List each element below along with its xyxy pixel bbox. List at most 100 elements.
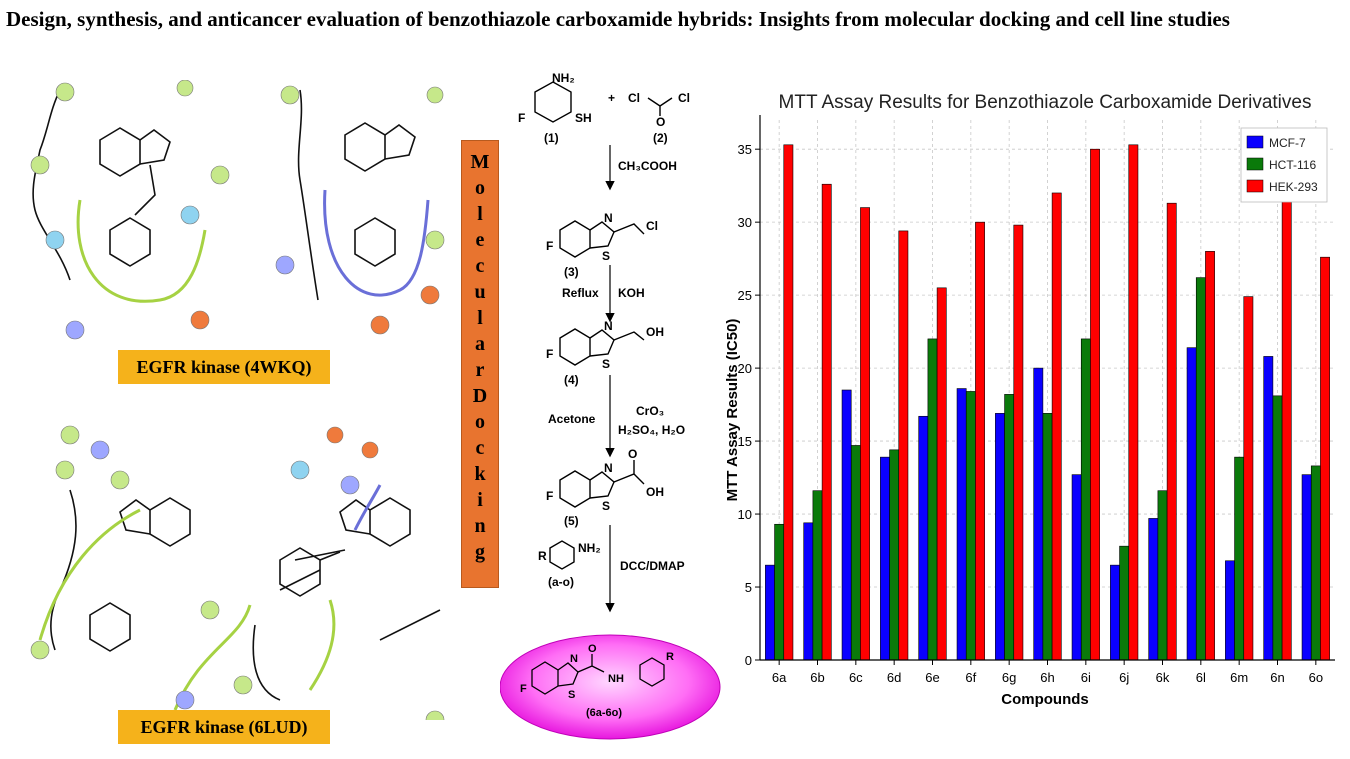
banner-letter: l	[477, 307, 483, 329]
bar-mcf-7-6i	[1071, 474, 1082, 661]
nitrogen-n-text-5: N	[604, 461, 613, 475]
bar-hct-116-6j	[1119, 545, 1130, 661]
bar-hct-116-6c	[850, 445, 861, 661]
docking-diagram-6lud	[30, 425, 445, 720]
banner-letter: D	[472, 385, 488, 407]
bar-mcf-7-6a	[765, 564, 775, 661]
hydroxyl-oh-text-4: OH	[646, 325, 664, 339]
x-tick-label: 6e	[925, 670, 939, 685]
bar-hek-293-6i	[1090, 148, 1100, 661]
bar-hek-293-6h	[1051, 192, 1062, 661]
amine-series-label: (a-o)	[548, 575, 574, 589]
product-nh-text: NH	[608, 673, 624, 685]
figure-title: Design, synthesis, and anticancer evalua…	[6, 7, 1230, 31]
y-tick-label: 10	[738, 507, 752, 522]
docking-panel: EGFR kinase (4WKQ)	[0, 80, 460, 759]
bar-mcf-7-6k	[1148, 518, 1159, 661]
y-tick-label: 0	[745, 653, 752, 668]
x-tick-label: 6m	[1230, 670, 1248, 685]
bar-mcf-7-6g	[995, 413, 1005, 661]
banner-letter: k	[474, 463, 486, 485]
fluoro-f-text-4: F	[546, 347, 553, 361]
chloro-cl-text-3: Cl	[646, 219, 658, 233]
x-tick-label: 6n	[1270, 670, 1284, 685]
bar-mcf-7-6d	[880, 456, 890, 661]
bar-hek-293-6g	[1013, 224, 1024, 661]
banner-letter: o	[475, 177, 485, 199]
nitrogen-n-text-4: N	[604, 319, 613, 333]
bar-mcf-7-6j	[1110, 564, 1120, 661]
compound-4-label: (4)	[564, 373, 579, 387]
mtt-assay-chart: MTT Assay Results for Benzothiazole Carb…	[724, 92, 1335, 708]
product-f-text: F	[520, 683, 527, 695]
nitrogen-n-text-3: N	[604, 211, 613, 225]
bar-hct-116-6i	[1080, 338, 1091, 661]
x-tick-label: 6d	[887, 670, 901, 685]
amine-nh2-text-2: NH₂	[578, 541, 601, 555]
compound-3-label: (3)	[564, 265, 579, 279]
legend-swatch-hek-293	[1246, 179, 1264, 193]
sulfur-s-text-3: S	[602, 249, 610, 263]
bar-hct-116-6o	[1310, 465, 1321, 661]
product-r-text: R	[666, 651, 674, 663]
chloro-cl-text-2: Cl	[678, 91, 690, 105]
reagent-reflux: Reflux	[562, 286, 599, 300]
y-tick-label: 30	[738, 215, 752, 230]
bar-hct-116-6l	[1195, 277, 1206, 661]
x-tick-label: 6h	[1040, 670, 1054, 685]
y-tick-label: 5	[745, 580, 752, 595]
banner-letter: g	[475, 541, 485, 563]
banner-letter: l	[477, 203, 483, 225]
reagent-h2so4-h2o: H₂SO₄, H₂O	[618, 423, 685, 437]
x-tick-label: 6l	[1196, 670, 1206, 685]
compound-5-label: (5)	[564, 514, 579, 528]
label-6lud: EGFR kinase (6LUD)	[118, 710, 330, 744]
y-tick-label: 35	[738, 142, 752, 157]
bar-hek-293-6m	[1243, 296, 1254, 661]
x-tick-label: 6i	[1081, 670, 1091, 685]
amine-nh2-text: NH₂	[552, 71, 575, 85]
y-tick-label: 20	[738, 361, 752, 376]
chart-xlabel: Compounds	[1001, 691, 1089, 708]
compound-2-label: (2)	[653, 131, 668, 145]
banner-letter: a	[475, 333, 485, 355]
bar-mcf-7-6o	[1301, 474, 1312, 661]
bar-hek-293-6k	[1166, 202, 1177, 661]
bar-mcf-7-6c	[841, 389, 852, 661]
bar-hek-293-6j	[1128, 144, 1139, 661]
chart-title: MTT Assay Results for Benzothiazole Carb…	[779, 92, 1312, 113]
bar-hek-293-6c	[860, 207, 870, 661]
banner-letter: r	[475, 359, 485, 381]
substituent-r-text-amine: R	[538, 549, 547, 563]
banner-letter: c	[475, 437, 485, 459]
sulfur-s-text-5: S	[602, 499, 610, 513]
product-n-text: N	[570, 653, 578, 665]
reagent-acetone: Acetone	[548, 412, 596, 426]
thiol-sh-text: SH	[575, 111, 592, 125]
reagent-acetic-acid: CH₃COOH	[618, 159, 677, 173]
reagent-cro3: CrO₃	[636, 404, 664, 418]
sulfur-s-text-4: S	[602, 357, 610, 371]
bar-hek-293-6d	[898, 230, 909, 661]
bar-mcf-7-6e	[918, 415, 929, 661]
product-series-label: (6a-6o)	[586, 707, 622, 719]
reagent-koh: KOH	[618, 286, 645, 300]
bar-hct-116-6b	[812, 490, 823, 661]
carboxyl-o-text-5: O	[628, 447, 637, 461]
product-ellipse	[500, 634, 721, 740]
product-s-text: S	[568, 689, 575, 701]
y-tick-label: 15	[738, 434, 752, 449]
bar-hct-116-6e	[927, 338, 938, 661]
bar-hct-116-6g	[1004, 394, 1015, 661]
banner-letter: M	[470, 151, 490, 173]
carbonyl-o-text: O	[656, 115, 665, 129]
chart-ylabel: MTT Assay Results (IC50)	[724, 319, 741, 502]
x-tick-label: 6a	[772, 670, 787, 685]
fluoro-f-text-1: F	[518, 111, 525, 125]
bar-hct-116-6n	[1272, 395, 1283, 661]
banner-letter: u	[474, 281, 486, 303]
banner-letter: e	[475, 229, 485, 251]
legend-swatch-hct-116	[1246, 157, 1264, 171]
bar-hek-293-6f	[975, 221, 985, 661]
